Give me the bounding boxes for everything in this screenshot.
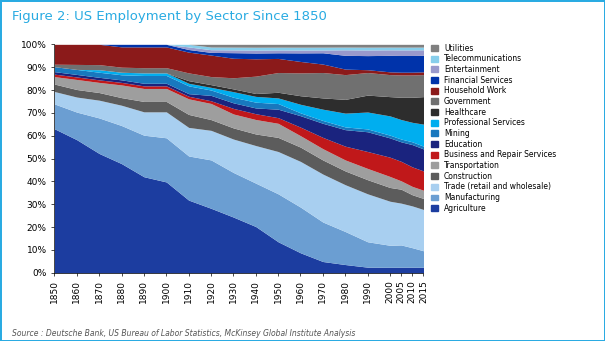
- Text: Figure 2: US Employment by Sector Since 1850: Figure 2: US Employment by Sector Since …: [12, 10, 327, 23]
- Legend: Utilities, Telecommunications, Entertainment, Financial Services, Household Work: Utilities, Telecommunications, Entertain…: [431, 44, 556, 213]
- Text: Source : Deutsche Bank, US Bureau of Labor Statistics, McKinsey Global Institute: Source : Deutsche Bank, US Bureau of Lab…: [12, 329, 356, 338]
